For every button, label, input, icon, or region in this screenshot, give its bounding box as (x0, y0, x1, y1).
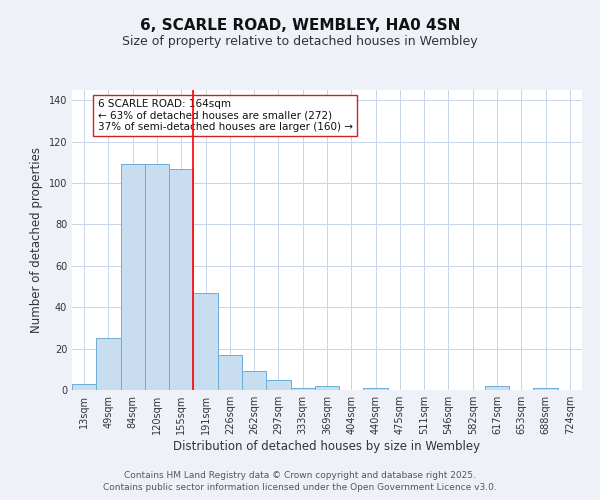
Text: 6, SCARLE ROAD, WEMBLEY, HA0 4SN: 6, SCARLE ROAD, WEMBLEY, HA0 4SN (140, 18, 460, 32)
Bar (193, 293, 218, 390)
X-axis label: Distribution of detached houses by size in Wembley: Distribution of detached houses by size … (173, 440, 481, 453)
Bar (266, 380, 290, 390)
Bar (169, 168, 193, 390)
Bar (72, 384, 96, 390)
Bar (290, 388, 315, 390)
Text: Size of property relative to detached houses in Wembley: Size of property relative to detached ho… (122, 35, 478, 48)
Bar (364, 388, 388, 390)
Bar (242, 372, 266, 390)
Text: Contains public sector information licensed under the Open Government Licence v3: Contains public sector information licen… (103, 484, 497, 492)
Bar (96, 338, 121, 390)
Text: 6 SCARLE ROAD: 164sqm
← 63% of detached houses are smaller (272)
37% of semi-det: 6 SCARLE ROAD: 164sqm ← 63% of detached … (97, 99, 353, 132)
Bar (485, 386, 509, 390)
Bar (218, 355, 242, 390)
Bar (533, 388, 558, 390)
Bar (121, 164, 145, 390)
Text: Contains HM Land Registry data © Crown copyright and database right 2025.: Contains HM Land Registry data © Crown c… (124, 471, 476, 480)
Bar (315, 386, 339, 390)
Bar (145, 164, 169, 390)
Y-axis label: Number of detached properties: Number of detached properties (30, 147, 43, 333)
